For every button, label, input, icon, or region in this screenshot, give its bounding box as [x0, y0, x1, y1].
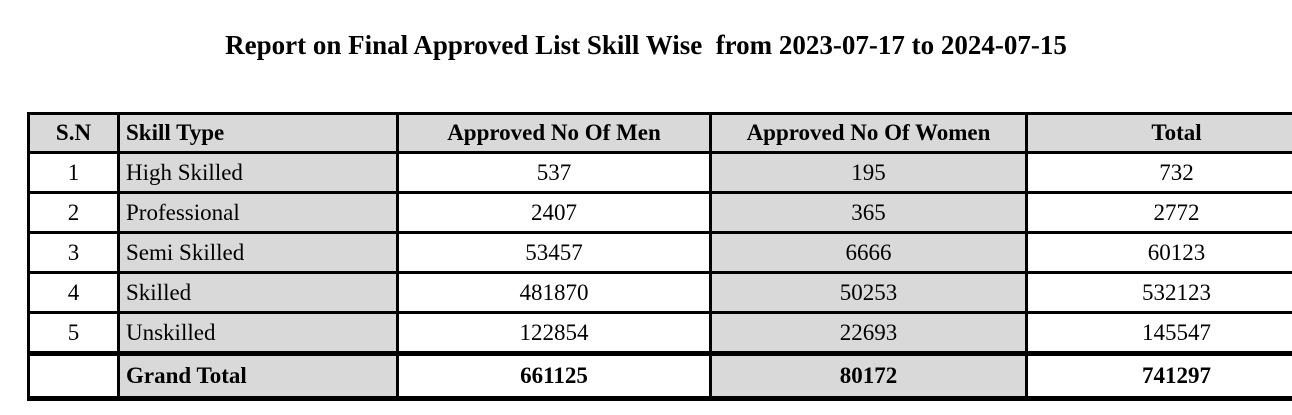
column-header-women: Approved No Of Women	[709, 112, 1028, 154]
column-header-sn: S.N	[27, 112, 120, 154]
cell-men: 53457	[396, 231, 712, 274]
column-header-skill-type: Skill Type	[117, 112, 399, 154]
column-header-total: Total	[1025, 112, 1292, 154]
cell-men: 661125	[396, 351, 712, 401]
cell-total: 732	[1025, 151, 1292, 194]
cell-women: 365	[709, 191, 1028, 234]
cell-men: 537	[396, 151, 712, 194]
cell-sn: 5	[27, 311, 120, 355]
cell-total: 145547	[1025, 311, 1292, 355]
table-row: 4 Skilled 481870 50253 532123	[27, 271, 1292, 314]
table-row: 2 Professional 2407 365 2772	[27, 191, 1292, 234]
table-row: 1 High Skilled 537 195 732	[27, 151, 1292, 194]
cell-skill: High Skilled	[117, 151, 399, 194]
cell-women: 22693	[709, 311, 1028, 355]
cell-skill: Semi Skilled	[117, 231, 399, 274]
cell-skill: Skilled	[117, 271, 399, 314]
cell-men: 481870	[396, 271, 712, 314]
cell-women: 50253	[709, 271, 1028, 314]
cell-men: 2407	[396, 191, 712, 234]
skill-wise-report-table: S.N Skill Type Approved No Of Men Approv…	[27, 112, 1292, 401]
cell-total: 532123	[1025, 271, 1292, 314]
cell-total: 741297	[1025, 351, 1292, 401]
report-title: Report on Final Approved List Skill Wise…	[225, 30, 1067, 60]
grand-total-row: Grand Total 661125 80172 741297	[27, 351, 1292, 401]
cell-women: 195	[709, 151, 1028, 194]
cell-women: 80172	[709, 351, 1028, 401]
cell-total: 2772	[1025, 191, 1292, 234]
cell-men: 122854	[396, 311, 712, 355]
cell-women: 6666	[709, 231, 1028, 274]
cell-sn: 4	[27, 271, 120, 314]
table-row: 5 Unskilled 122854 22693 145547	[27, 311, 1292, 355]
table-header-row: S.N Skill Type Approved No Of Men Approv…	[27, 112, 1292, 154]
cell-skill: Unskilled	[117, 311, 399, 355]
cell-sn: 3	[27, 231, 120, 274]
cell-sn: 1	[27, 151, 120, 194]
table-row: 3 Semi Skilled 53457 6666 60123	[27, 231, 1292, 274]
grand-total-label: Grand Total	[117, 351, 399, 401]
cell-sn: 2	[27, 191, 120, 234]
cell-sn	[27, 351, 120, 401]
cell-skill: Professional	[117, 191, 399, 234]
column-header-men: Approved No Of Men	[396, 112, 712, 154]
cell-total: 60123	[1025, 231, 1292, 274]
